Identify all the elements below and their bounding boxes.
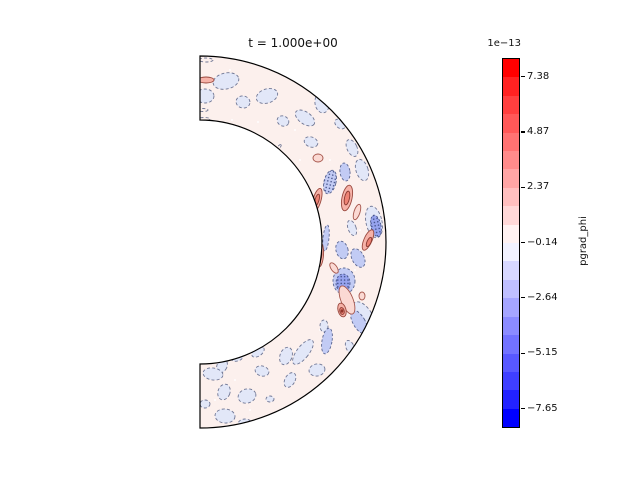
- speckle-dot: [359, 229, 361, 231]
- contour-blob: [354, 158, 370, 182]
- contour-blob: [200, 88, 215, 104]
- contour-blob: [212, 72, 240, 90]
- contour-blob: [319, 319, 329, 333]
- colorbar-segment: [503, 169, 519, 188]
- contour-blob: [312, 153, 324, 163]
- contour-blob: [335, 240, 349, 260]
- contour-blob: [321, 327, 333, 355]
- contour-blob: [259, 156, 265, 164]
- contour-blob: [237, 388, 257, 404]
- plot-title: t = 1.000e+00: [248, 36, 338, 50]
- colorbar-tick-label: −2.64: [527, 291, 558, 303]
- annulus-boundary: [199, 55, 387, 429]
- speckle-dot: [234, 379, 236, 381]
- colorbar-segment: [503, 59, 519, 78]
- contour-blob: [292, 339, 314, 365]
- colorbar-tick-label: 7.38: [527, 70, 550, 82]
- contour-blob-texture: [323, 170, 337, 194]
- colorbar-tick-mark: [521, 407, 525, 410]
- contour-blob: [214, 408, 236, 424]
- colorbar-segment: [503, 390, 519, 409]
- colorbar-tick-label: −0.14: [527, 236, 558, 248]
- contour-blob: [352, 203, 362, 221]
- colorbar-tick-mark: [521, 297, 525, 299]
- contour-blob: [350, 248, 366, 268]
- contour-blob: [365, 236, 373, 248]
- colorbar-segment: [503, 335, 519, 354]
- contour-blob: [339, 162, 351, 182]
- contour-blob: [283, 372, 297, 388]
- contour-blob-texture: [300, 211, 310, 233]
- contour-blob: [294, 109, 316, 127]
- colorbar-segment: [503, 316, 519, 336]
- colorbar-segment: [503, 298, 519, 317]
- colorbar-tick-label: −7.65: [527, 402, 558, 414]
- colorbar-segment: [503, 151, 519, 170]
- colorbar: [502, 58, 520, 428]
- contour-blob: [200, 76, 215, 84]
- contour-blob: [358, 291, 366, 301]
- colorbar-tick-mark: [521, 242, 525, 244]
- colorbar-tick-mark: [521, 352, 525, 354]
- contour-blob: [338, 285, 356, 315]
- colorbar-segment: [503, 261, 519, 280]
- colorbar-segment: [503, 224, 519, 244]
- contour-blob: [200, 108, 209, 112]
- contour-blob: [303, 136, 319, 148]
- colorbar-tick-label: −5.15: [527, 347, 558, 359]
- colorbar-tick-label: 4.87: [527, 126, 550, 137]
- colorbar-segment: [503, 243, 519, 262]
- annulus-interior: [200, 56, 386, 428]
- speckle-dot: [214, 399, 216, 401]
- colorbar-axis-label: pgrad_phi: [578, 216, 589, 266]
- colorbar-segment: [503, 187, 519, 207]
- contour-blob: [265, 395, 275, 403]
- contour-blob: [345, 139, 359, 157]
- speckle-dot: [299, 159, 301, 161]
- contour-blob: [235, 95, 251, 109]
- colorbar-segment: [503, 114, 519, 133]
- speckle-dot: [294, 349, 296, 351]
- colorbar-segment: [503, 132, 519, 152]
- colorbar-tick-label: 2.37: [527, 181, 550, 193]
- contour-blob: [322, 224, 330, 252]
- contour-blob: [254, 365, 270, 377]
- colorbar-segment: [503, 371, 519, 391]
- speckle-dot: [354, 269, 356, 271]
- speckle-dot: [231, 119, 233, 121]
- contour-blob: [300, 210, 310, 234]
- colorbar-segment: [503, 206, 519, 225]
- contour-blob: [279, 346, 293, 366]
- colorbar-segment: [503, 95, 519, 115]
- contour-blob: [217, 383, 231, 401]
- contour-blob: [329, 262, 339, 274]
- colorbar-tick-mark: [521, 131, 525, 133]
- colorbar-scale-label: 1e−13: [487, 38, 521, 49]
- contour-blob: [202, 367, 224, 381]
- colorbar-segment: [503, 279, 519, 299]
- colorbar-tick-mark: [521, 75, 525, 78]
- speckle-dot: [229, 69, 231, 71]
- contour-blob: [200, 57, 214, 63]
- colorbar-segment: [503, 77, 519, 96]
- speckle-dot: [294, 129, 296, 131]
- contour-blob: [346, 219, 358, 237]
- contour-blob: [200, 399, 211, 409]
- colorbar-segment: [503, 408, 519, 428]
- speckle-dot: [249, 409, 251, 411]
- contour-blob: [343, 190, 351, 206]
- speckle-dot: [257, 121, 259, 123]
- contour-blob: [255, 88, 279, 104]
- contour-blob: [340, 309, 344, 313]
- colorbar-tick-mark: [521, 186, 525, 188]
- contour-blob: [308, 363, 326, 377]
- annulus-base: [200, 56, 386, 428]
- contour-blob: [276, 115, 290, 127]
- speckle-dot: [329, 159, 331, 161]
- colorbar-segment: [503, 353, 519, 372]
